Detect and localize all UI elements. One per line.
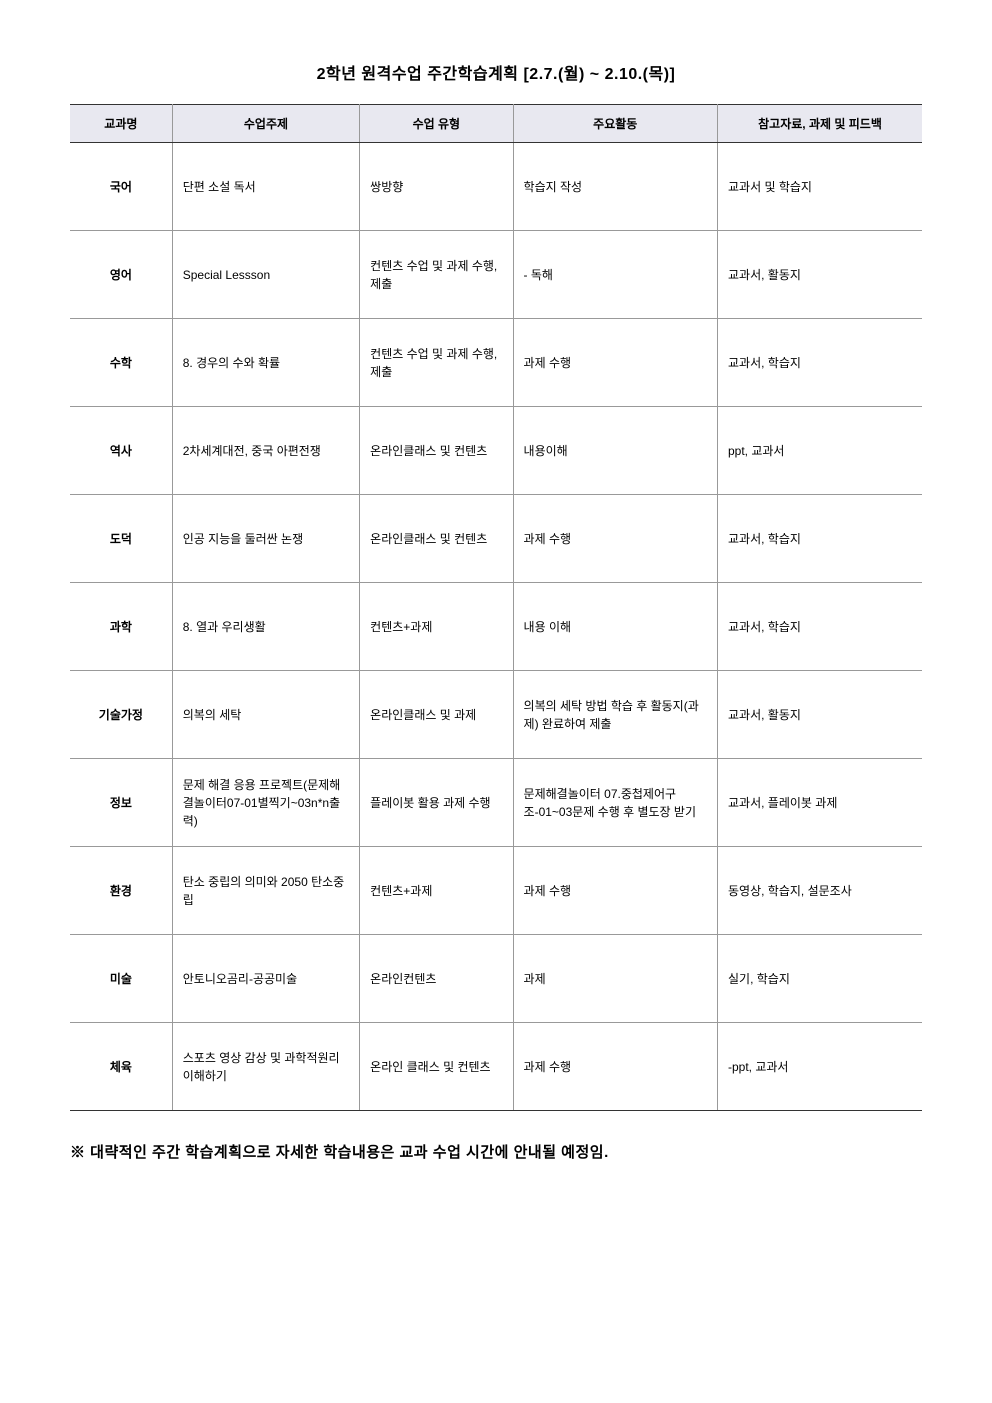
header-materials: 참고자료, 과제 및 피드백 xyxy=(718,105,923,143)
cell-materials: 교과서, 활동지 xyxy=(718,671,923,759)
cell-subject: 수학 xyxy=(70,319,172,407)
cell-topic: Special Lessson xyxy=(172,231,359,319)
cell-subject: 기술가정 xyxy=(70,671,172,759)
cell-topic: 의복의 세탁 xyxy=(172,671,359,759)
cell-materials: 동영상, 학습지, 설문조사 xyxy=(718,847,923,935)
cell-materials: ppt, 교과서 xyxy=(718,407,923,495)
cell-type: 온라인클래스 및 과제 xyxy=(360,671,513,759)
cell-type: 컨텐츠+과제 xyxy=(360,847,513,935)
table-row: 체육 스포츠 영상 감상 및 과학적원리 이해하기 온라인 클래스 및 컨텐츠 … xyxy=(70,1023,922,1111)
cell-materials: 교과서, 학습지 xyxy=(718,583,923,671)
cell-topic: 탄소 중립의 의미와 2050 탄소중립 xyxy=(172,847,359,935)
footer-note: ※ 대략적인 주간 학습계획으로 자세한 학습내용은 교과 수업 시간에 안내될… xyxy=(70,1141,922,1162)
table-row: 국어 단편 소설 독서 쌍방향 학습지 작성 교과서 및 학습지 xyxy=(70,143,922,231)
cell-activity: 과제 수행 xyxy=(513,847,717,935)
cell-materials: 교과서, 학습지 xyxy=(718,495,923,583)
schedule-table: 교과명 수업주제 수업 유형 주요활동 참고자료, 과제 및 피드백 국어 단편… xyxy=(70,104,922,1111)
page-title: 2학년 원격수업 주간학습계획 [2.7.(월) ~ 2.10.(목)] xyxy=(70,60,922,84)
table-row: 도덕 인공 지능을 둘러싼 논쟁 온라인클래스 및 컨텐츠 과제 수행 교과서,… xyxy=(70,495,922,583)
cell-type: 플레이봇 활용 과제 수행 xyxy=(360,759,513,847)
header-subject: 교과명 xyxy=(70,105,172,143)
cell-activity: 내용 이해 xyxy=(513,583,717,671)
cell-topic: 2차세계대전, 중국 아편전쟁 xyxy=(172,407,359,495)
cell-activity: 과제 수행 xyxy=(513,495,717,583)
table-row: 영어 Special Lessson 컨텐츠 수업 및 과제 수행, 제출 - … xyxy=(70,231,922,319)
cell-topic: 단편 소설 독서 xyxy=(172,143,359,231)
cell-activity: 내용이해 xyxy=(513,407,717,495)
cell-topic: 8. 열과 우리생활 xyxy=(172,583,359,671)
cell-topic: 안토니오곰리-공공미술 xyxy=(172,935,359,1023)
cell-subject: 과학 xyxy=(70,583,172,671)
cell-type: 온라인클래스 및 컨텐츠 xyxy=(360,407,513,495)
cell-topic: 문제 해결 응용 프로젝트(문제해결놀이터07-01별찍기~03n*n출력) xyxy=(172,759,359,847)
cell-activity: 학습지 작성 xyxy=(513,143,717,231)
table-row: 환경 탄소 중립의 의미와 2050 탄소중립 컨텐츠+과제 과제 수행 동영상… xyxy=(70,847,922,935)
cell-topic: 스포츠 영상 감상 및 과학적원리 이해하기 xyxy=(172,1023,359,1111)
cell-subject: 환경 xyxy=(70,847,172,935)
cell-type: 컨텐츠 수업 및 과제 수행, 제출 xyxy=(360,231,513,319)
table-row: 수학 8. 경우의 수와 확률 컨텐츠 수업 및 과제 수행, 제출 과제 수행… xyxy=(70,319,922,407)
table-row: 과학 8. 열과 우리생활 컨텐츠+과제 내용 이해 교과서, 학습지 xyxy=(70,583,922,671)
header-activity: 주요활동 xyxy=(513,105,717,143)
cell-activity: 문제해결놀이터 07.중첩제어구조-01~03문제 수행 후 별도장 받기 xyxy=(513,759,717,847)
cell-materials: 교과서, 학습지 xyxy=(718,319,923,407)
cell-materials: 교과서, 활동지 xyxy=(718,231,923,319)
cell-materials: 교과서, 플레이봇 과제 xyxy=(718,759,923,847)
table-row: 역사 2차세계대전, 중국 아편전쟁 온라인클래스 및 컨텐츠 내용이해 ppt… xyxy=(70,407,922,495)
cell-subject: 역사 xyxy=(70,407,172,495)
cell-activity: 과제 xyxy=(513,935,717,1023)
cell-activity: 과제 수행 xyxy=(513,1023,717,1111)
cell-subject: 도덕 xyxy=(70,495,172,583)
cell-type: 컨텐츠 수업 및 과제 수행, 제출 xyxy=(360,319,513,407)
cell-materials: 실기, 학습지 xyxy=(718,935,923,1023)
cell-materials: -ppt, 교과서 xyxy=(718,1023,923,1111)
table-row: 미술 안토니오곰리-공공미술 온라인컨텐츠 과제 실기, 학습지 xyxy=(70,935,922,1023)
header-type: 수업 유형 xyxy=(360,105,513,143)
cell-activity: 의복의 세탁 방법 학습 후 활동지(과제) 완료하여 제출 xyxy=(513,671,717,759)
cell-type: 온라인클래스 및 컨텐츠 xyxy=(360,495,513,583)
cell-activity: - 독해 xyxy=(513,231,717,319)
cell-topic: 인공 지능을 둘러싼 논쟁 xyxy=(172,495,359,583)
cell-type: 온라인컨텐츠 xyxy=(360,935,513,1023)
cell-materials: 교과서 및 학습지 xyxy=(718,143,923,231)
table-header-row: 교과명 수업주제 수업 유형 주요활동 참고자료, 과제 및 피드백 xyxy=(70,105,922,143)
cell-subject: 정보 xyxy=(70,759,172,847)
cell-topic: 8. 경우의 수와 확률 xyxy=(172,319,359,407)
cell-subject: 영어 xyxy=(70,231,172,319)
cell-type: 컨텐츠+과제 xyxy=(360,583,513,671)
table-row: 정보 문제 해결 응용 프로젝트(문제해결놀이터07-01별찍기~03n*n출력… xyxy=(70,759,922,847)
table-body: 국어 단편 소설 독서 쌍방향 학습지 작성 교과서 및 학습지 영어 Spec… xyxy=(70,143,922,1111)
cell-subject: 미술 xyxy=(70,935,172,1023)
cell-activity: 과제 수행 xyxy=(513,319,717,407)
table-row: 기술가정 의복의 세탁 온라인클래스 및 과제 의복의 세탁 방법 학습 후 활… xyxy=(70,671,922,759)
header-topic: 수업주제 xyxy=(172,105,359,143)
cell-type: 쌍방향 xyxy=(360,143,513,231)
cell-subject: 체육 xyxy=(70,1023,172,1111)
cell-type: 온라인 클래스 및 컨텐츠 xyxy=(360,1023,513,1111)
cell-subject: 국어 xyxy=(70,143,172,231)
